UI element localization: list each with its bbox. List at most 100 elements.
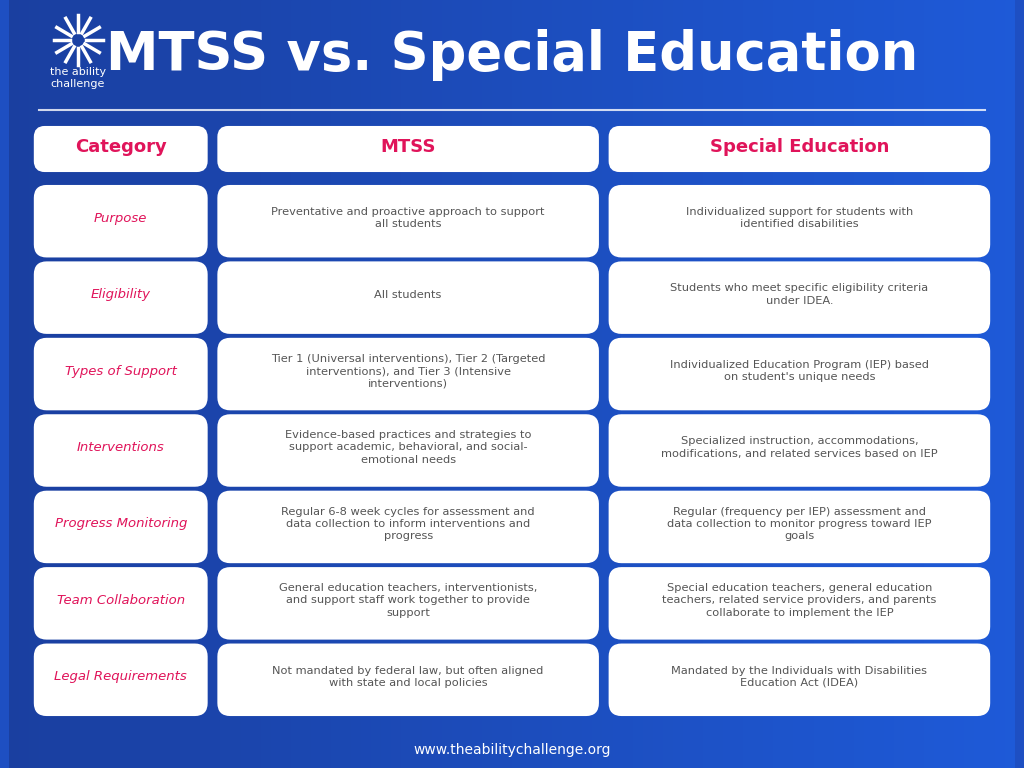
Bar — [372, 0, 381, 768]
Bar — [130, 0, 140, 768]
Bar — [230, 0, 241, 768]
Text: www.theabilitychallenge.org: www.theabilitychallenge.org — [414, 743, 610, 757]
Text: Mandated by the Individuals with Disabilities
Education Act (IDEA): Mandated by the Individuals with Disabil… — [672, 666, 928, 688]
Bar — [462, 0, 472, 768]
FancyBboxPatch shape — [35, 492, 207, 562]
Text: Types of Support: Types of Support — [65, 365, 177, 378]
FancyBboxPatch shape — [35, 568, 207, 638]
Bar — [633, 0, 643, 768]
Bar — [441, 0, 452, 768]
Bar — [804, 0, 814, 768]
Bar — [321, 0, 331, 768]
FancyBboxPatch shape — [35, 644, 207, 715]
Bar — [542, 0, 552, 768]
FancyBboxPatch shape — [218, 568, 598, 638]
Bar — [522, 0, 532, 768]
Bar — [220, 0, 230, 768]
Bar — [743, 0, 754, 768]
FancyBboxPatch shape — [609, 339, 989, 409]
Bar — [562, 0, 572, 768]
Bar — [884, 0, 894, 768]
Bar — [40, 0, 49, 768]
FancyBboxPatch shape — [218, 415, 598, 485]
FancyBboxPatch shape — [218, 644, 598, 715]
Text: Individualized support for students with
identified disabilities: Individualized support for students with… — [686, 207, 913, 230]
Text: Legal Requirements: Legal Requirements — [54, 670, 187, 684]
Bar — [643, 0, 652, 768]
Bar — [904, 0, 914, 768]
Text: Not mandated by federal law, but often aligned
with state and local policies: Not mandated by federal law, but often a… — [272, 666, 544, 688]
Bar — [472, 0, 482, 768]
Bar — [532, 0, 542, 768]
FancyBboxPatch shape — [609, 127, 989, 171]
Bar — [210, 0, 220, 768]
Bar — [914, 0, 925, 768]
Bar — [90, 0, 99, 768]
Text: General education teachers, interventionists,
and support staff work together to: General education teachers, intervention… — [279, 583, 538, 617]
Bar — [944, 0, 954, 768]
Bar — [180, 0, 190, 768]
Text: Regular 6-8 week cycles for assessment and
data collection to inform interventio: Regular 6-8 week cycles for assessment a… — [282, 507, 535, 541]
Bar — [30, 0, 40, 768]
Bar — [391, 0, 401, 768]
Bar — [9, 0, 19, 768]
Bar — [412, 0, 422, 768]
Bar — [612, 0, 623, 768]
Bar — [331, 0, 341, 768]
Bar — [341, 0, 351, 768]
Bar — [773, 0, 783, 768]
Text: Special Education: Special Education — [710, 138, 889, 156]
Bar — [844, 0, 854, 768]
Bar — [602, 0, 612, 768]
Bar — [270, 0, 281, 768]
Bar — [70, 0, 80, 768]
Text: Interventions: Interventions — [77, 441, 165, 454]
Bar — [733, 0, 743, 768]
Bar — [814, 0, 823, 768]
Bar — [251, 0, 261, 768]
FancyBboxPatch shape — [218, 339, 598, 409]
Bar — [823, 0, 834, 768]
Text: Purpose: Purpose — [94, 212, 147, 225]
Bar — [281, 0, 291, 768]
FancyBboxPatch shape — [35, 263, 207, 333]
Bar — [80, 0, 90, 768]
Bar — [783, 0, 794, 768]
Bar — [301, 0, 311, 768]
Bar — [954, 0, 965, 768]
FancyBboxPatch shape — [609, 644, 989, 715]
Bar — [160, 0, 170, 768]
Text: Category: Category — [75, 138, 167, 156]
Bar — [19, 0, 30, 768]
Bar — [994, 0, 1005, 768]
Bar — [754, 0, 763, 768]
Bar — [59, 0, 70, 768]
Bar — [311, 0, 321, 768]
Bar — [663, 0, 673, 768]
Text: Eligibility: Eligibility — [91, 288, 151, 301]
Bar — [401, 0, 412, 768]
Bar — [552, 0, 562, 768]
Bar — [975, 0, 984, 768]
Bar — [351, 0, 361, 768]
Text: Special education teachers, general education
teachers, related service provider: Special education teachers, general educ… — [663, 583, 937, 617]
Bar — [693, 0, 703, 768]
Text: Evidence-based practices and strategies to
support academic, behavioral, and soc: Evidence-based practices and strategies … — [285, 430, 531, 465]
Bar — [512, 0, 522, 768]
Text: Specialized instruction, accommodations,
modifications, and related services bas: Specialized instruction, accommodations,… — [662, 436, 938, 458]
FancyBboxPatch shape — [609, 568, 989, 638]
Bar — [291, 0, 301, 768]
Bar — [422, 0, 431, 768]
Bar — [431, 0, 441, 768]
Bar — [984, 0, 994, 768]
Bar — [934, 0, 944, 768]
Bar — [201, 0, 210, 768]
Bar — [1005, 0, 1015, 768]
FancyBboxPatch shape — [218, 186, 598, 257]
Bar — [713, 0, 723, 768]
Bar — [864, 0, 873, 768]
Text: Preventative and proactive approach to support
all students: Preventative and proactive approach to s… — [271, 207, 545, 230]
Bar — [151, 0, 160, 768]
Bar — [261, 0, 270, 768]
Bar — [925, 0, 934, 768]
